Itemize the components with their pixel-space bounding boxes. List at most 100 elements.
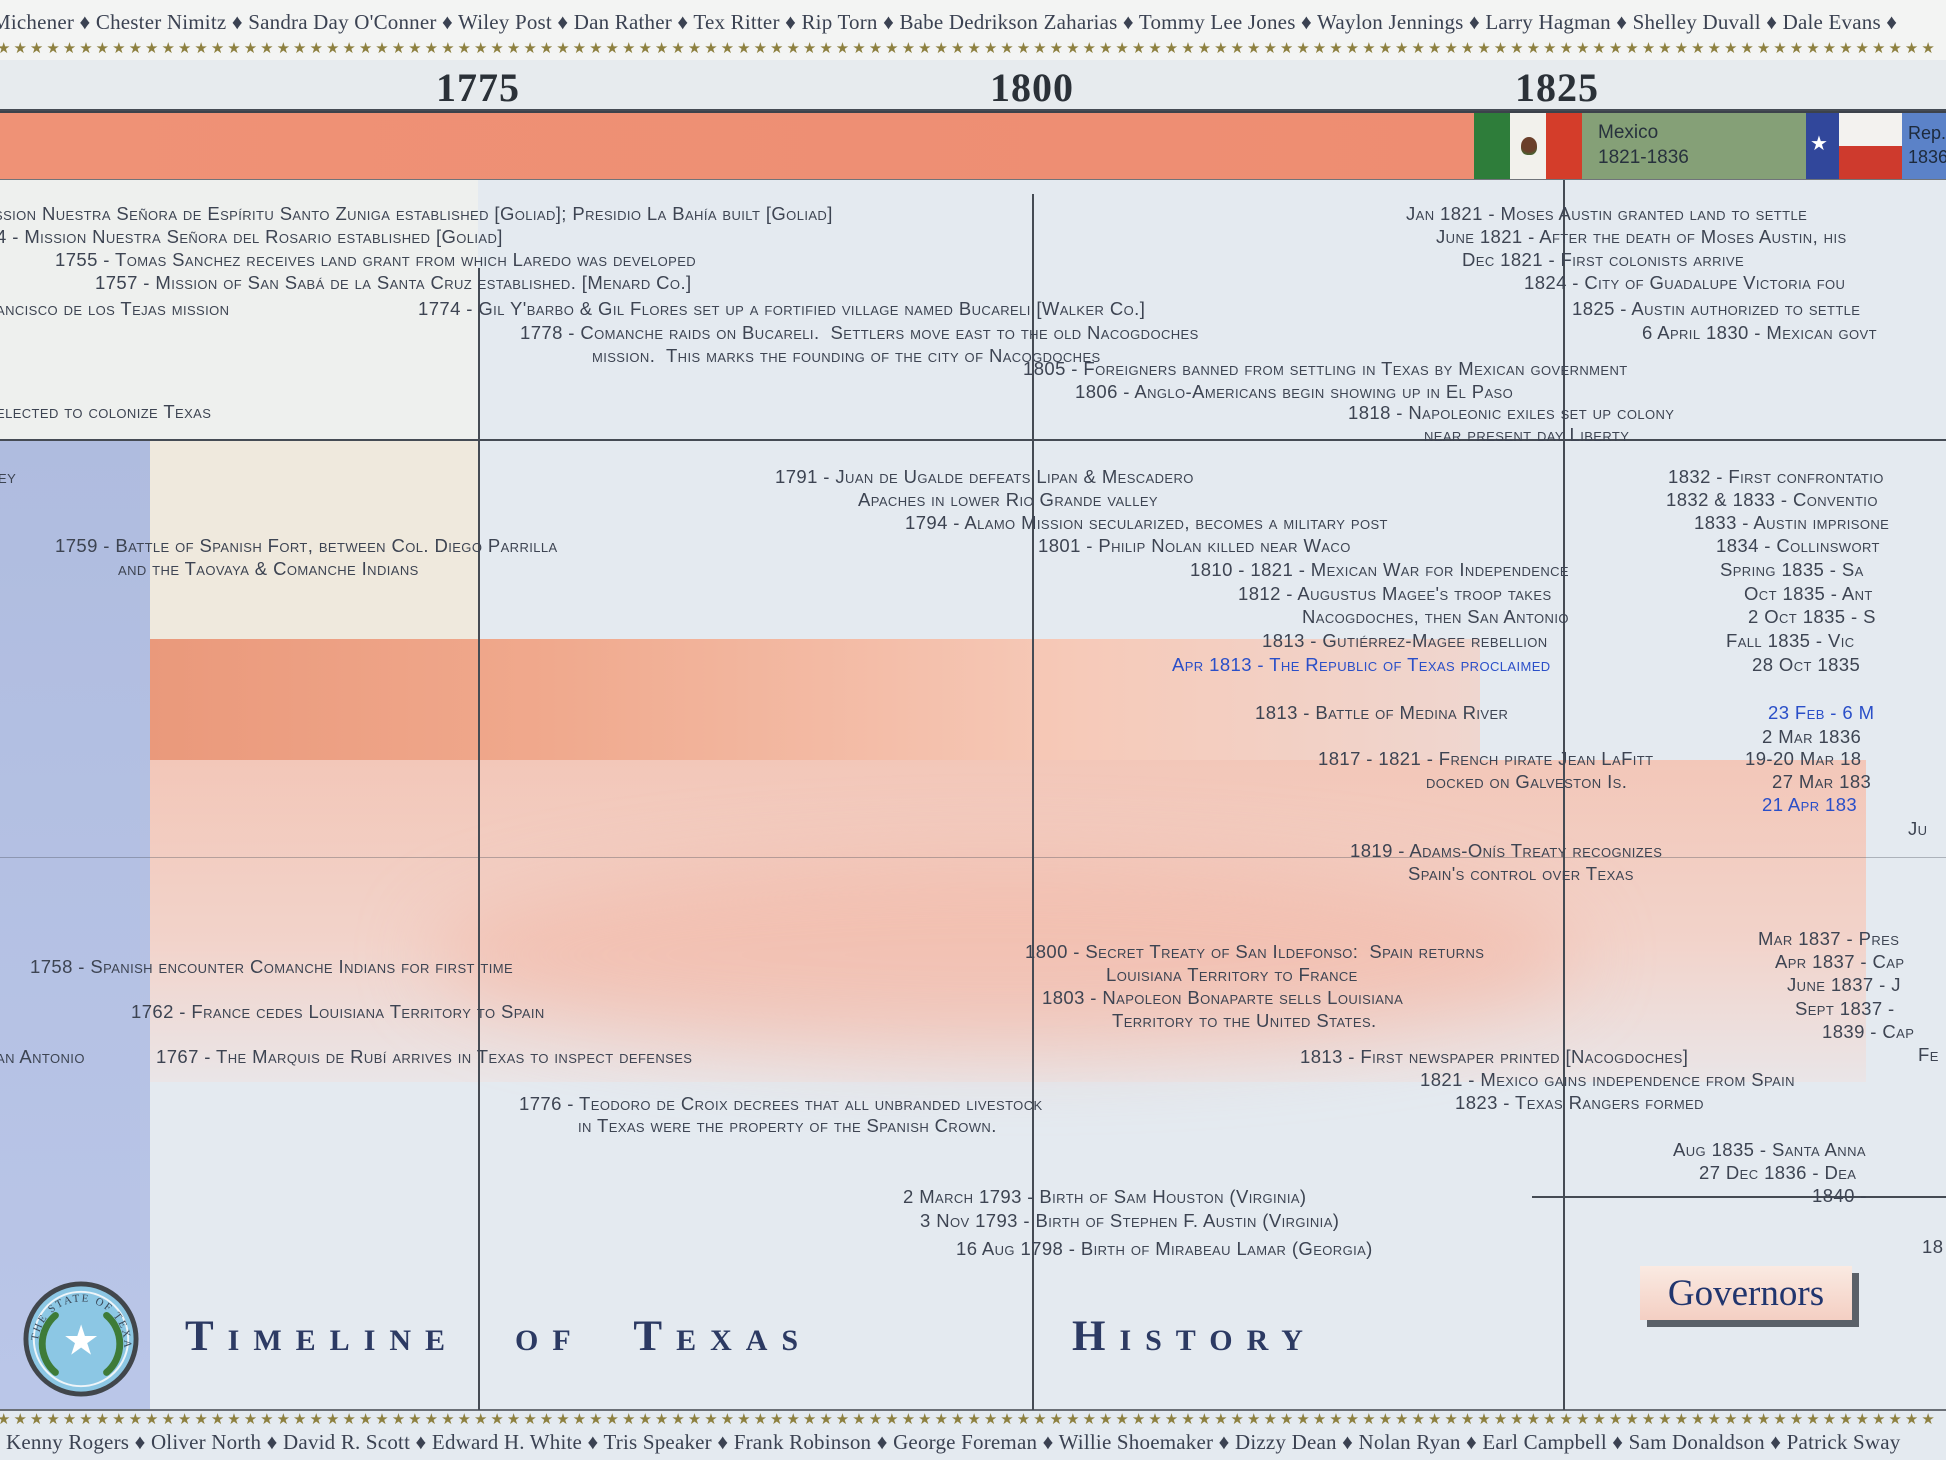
timeline-event: 1825 - Austin authorized to settle [1572,298,1861,319]
timeline-event: docked on Galveston Is. [1426,771,1628,792]
timeline-event: ey [0,466,17,487]
year-label-1825: 1825 [1515,65,1599,110]
star-divider-top: ★★★★★★★★★★★★★★★★★★★★★★★★★★★★★★★★★★★★★★★★… [0,41,1938,56]
timeline-event: 1774 - Gil Y'barbo & Gil Flores set up a… [418,298,1146,319]
timeline-event: Territory to the United States. [1112,1010,1377,1031]
timeline-event: 1801 - Philip Nolan killed near Waco [1038,535,1351,556]
timeline-event: 1840 - [1812,1185,1867,1206]
timeline-event: Mar 1837 - Pres [1758,928,1900,949]
timeline-event: 16 Aug 1798 - Birth of Mirabeau Lamar (G… [956,1238,1373,1259]
timeline-event: 1806 - Anglo-Americans begin showing up … [1075,381,1514,402]
timeline-event: 1767 - The Marquis de Rubí arrives in Te… [156,1046,693,1067]
republic-years: 1836 [1908,147,1946,168]
timeline-event: 1817 - 1821 - French pirate Jean LaFitt [1318,748,1654,769]
timeline-event: elected to colonize Texas [0,401,212,422]
timeline-event: 28 Oct 1835 [1752,654,1861,675]
timeline-event: Oct 1835 - Ant [1744,583,1873,604]
texas-state-seal: THE STATE OF TEXAS ★ [22,1280,139,1397]
timeline-event: Aug 1835 - Santa Anna [1673,1139,1866,1160]
timeline-event: June 1837 - J [1787,974,1901,995]
spain-period-band [0,113,1474,179]
timeline-event: 1794 - Alamo Mission secularized, become… [905,512,1388,533]
sovereignty-flag-bar: Mexico 1821-1836 ★ Rep. 1836 [0,111,1946,180]
timeline-event: 1803 - Napoleon Bonaparte sells Louisian… [1042,987,1404,1008]
section-rule-faint [0,857,1946,858]
top-celebrity-names: Michener ♦ Chester Nimitz ♦ Sandra Day O… [0,10,1898,34]
timeline-event: 1812 - Augustus Magee's troop takes [1238,583,1552,604]
republic-period-band: Rep. 1836 [1902,113,1946,179]
timeline-event: 2 Oct 1835 - S [1748,606,1876,627]
timeline-event: near present day Liberty [1424,424,1630,445]
timeline-event: in Texas were the property of the Spanis… [578,1115,997,1136]
timeline-event: 1757 - Mission of San Sabá de la Santa C… [95,272,692,293]
timeline-event: Sept 1837 - [1795,998,1895,1019]
timeline-event: Nacogdoches, then San Antonio [1302,606,1569,627]
timeline-event: 1818 - Napoleonic exiles set up colony [1348,402,1675,423]
timeline-event: 1833 - Austin imprisone [1694,512,1890,533]
mexico-period-band: Mexico 1821-1836 [1582,113,1806,179]
gridline-1825 [1563,178,1565,1410]
timeline-event: 1832 & 1833 - Conventio [1666,489,1878,510]
timeline-event: 27 Mar 183 [1772,771,1872,792]
timeline-event: 3 Nov 1793 - Birth of Stephen F. Austin … [920,1210,1340,1231]
mexico-flag-eagle-icon [1521,137,1537,155]
timeline-event: mission. This marks the founding of the … [592,345,1101,366]
timeline-event: Louisiana Territory to France [1106,964,1358,985]
timeline-event: Apaches in lower Rio Grande valley [858,489,1158,510]
section-rule-1 [0,439,1946,441]
timeline-event: ssion Nuestra Señora de Espíritu Santo Z… [0,203,833,224]
timeline-event: 1832 - First confrontatio [1668,466,1884,487]
timeline-event: and the Taovaya & Comanche Indians [118,558,419,579]
timeline-event: 1800 - Secret Treaty of San Ildefonso: S… [1025,941,1485,962]
timeline-event: 1823 - Texas Rangers formed [1455,1092,1704,1113]
mexico-label: Mexico [1598,122,1659,143]
timeline-event: 2 Mar 1836 [1762,726,1862,747]
timeline-event: Dec 1821 - First colonists arrive [1462,249,1745,270]
timeline-event: 1810 - 1821 - Mexican War for Independen… [1190,559,1570,580]
timeline-event: 1778 - Comanche raids on Bucareli. Settl… [520,322,1199,343]
timeline-event: an Antonio [0,1046,85,1067]
year-axis-rule [0,109,1946,111]
timeline-event: 1813 - Gutiérrez-Magee rebellion [1262,630,1548,651]
gridline-1800 [1032,194,1034,1410]
mexico-flag [1474,113,1582,179]
seal-wreath-icon [38,1311,59,1376]
texas-flag: ★ [1806,113,1902,179]
timeline-event: 21 Apr 183 [1762,794,1858,815]
timeline-event: 1776 - Teodoro de Croix decrees that all… [519,1093,1043,1114]
timeline-event: Apr 1837 - Cap [1775,951,1905,972]
gridline-1775 [478,268,480,1410]
timeline-event: 1805 - Foreigners banned from settling i… [1023,358,1628,379]
timeline-event: 1755 - Tomas Sanchez receives land grant… [55,249,697,270]
year-axis-band [0,60,1946,109]
republic-label: Rep. [1908,123,1946,143]
timeline-event: 1791 - Juan de Ugalde defeats Lipan & Me… [775,466,1194,487]
bottom-celebrity-names: Kenny Rogers ♦ Oliver North ♦ David R. S… [6,1430,1901,1454]
timeline-event: 1759 - Battle of Spanish Fort, between C… [55,535,558,556]
timeline-event: 1834 - Collinswort [1716,535,1880,556]
mexico-years: 1821-1836 [1598,146,1689,168]
timeline-event: Jan 1821 - Moses Austin granted land to … [1406,203,1808,224]
timeline-event: Apr 1813 - The Republic of Texas proclai… [1172,654,1551,675]
year-label-1800: 1800 [990,65,1074,110]
timeline-event: June 1821 - After the death of Moses Aus… [1436,226,1847,247]
salmon-band [150,639,1480,760]
timeline-event: 23 Feb - 6 M [1768,702,1875,723]
timeline-event: Fall 1835 - Vic [1726,630,1855,651]
section-rule-right [1532,1196,1946,1198]
poster-title: of Texas [515,1313,813,1360]
left-column-wash [0,178,478,439]
timeline-event: 1819 - Adams-Onís Treaty recognizes [1350,840,1663,861]
timeline-event: Ju [1908,818,1928,839]
timeline-event: 27 Dec 1836 - Dea [1699,1162,1857,1183]
timeline-event: 18 [1922,1236,1944,1257]
top-margin-band [0,0,1946,60]
year-label-1775: 1775 [436,65,520,110]
timeline-event: 1839 - Cap [1822,1021,1915,1042]
timeline-event: 1821 - Mexico gains independence from Sp… [1420,1069,1795,1090]
timeline-event: 1813 - Battle of Medina River [1255,702,1509,723]
star-divider-bottom: ★★★★★★★★★★★★★★★★★★★★★★★★★★★★★★★★★★★★★★★★… [0,1412,1938,1427]
timeline-event: 19-20 Mar 18 [1745,748,1862,769]
timeline-event: ancisco de los Tejas mission [0,298,230,319]
